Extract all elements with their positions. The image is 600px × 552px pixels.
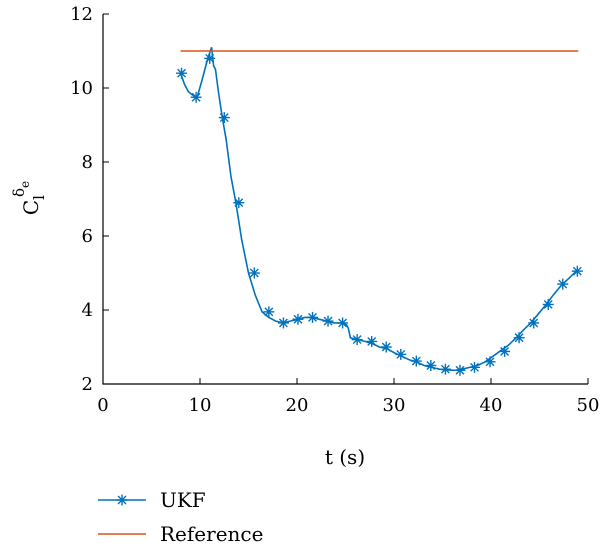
legend-item-reference: Reference [98,522,263,546]
data-point-ukf [439,363,451,375]
data-point-ukf [176,67,188,79]
y-axis-title-sup: δ [10,188,28,197]
y-tick-label: 10 [70,78,93,99]
y-tick-label: 4 [82,300,93,321]
y-axis-title: Clδe [10,181,48,215]
data-point-ukf [307,311,319,323]
y-tick-label: 2 [82,374,93,395]
x-tick-label: 50 [577,395,600,416]
y-axis-title-sup-sub: e [18,181,32,188]
y-tick-label: 12 [70,4,93,25]
data-point-ukf [499,345,511,357]
x-tick-label: 20 [286,395,309,416]
y-axis-title-base: C [19,200,43,215]
data-point-ukf [190,91,202,103]
data-point-ukf [322,315,334,327]
data-point-ukf [380,341,392,353]
data-point-ukf [248,267,260,279]
series-line-ukf [179,47,577,372]
data-point-ukf [425,360,437,371]
legend-label-reference: Reference [160,522,263,546]
legend-item-ukf: UKF [98,488,206,512]
data-point-ukf [351,334,363,346]
data-point-ukf [277,317,289,329]
legend: UKF Reference [98,488,263,546]
y-axis-title-text: Clδe [10,181,48,215]
x-tick-label: 0 [97,395,108,416]
x-ticks: 0 10 20 30 40 50 [97,378,599,416]
data-point-ukf [233,197,245,209]
legend-marker-ukf [116,494,128,506]
legend-label-ukf: UKF [160,488,206,512]
x-tick-label: 10 [189,395,212,416]
x-axis-title: t (s) [325,445,365,469]
data-point-ukf [366,335,378,347]
x-tick-label: 30 [383,395,406,416]
data-point-ukf [263,306,275,318]
data-point-ukf [292,313,304,325]
data-point-ukf [571,265,583,277]
data-point-ukf [469,361,481,373]
x-tick-label: 40 [480,395,503,416]
data-point-ukf [542,298,554,310]
y-tick-label: 8 [82,152,93,173]
y-axis-title-sub: l [30,195,48,200]
data-point-ukf [218,112,230,124]
data-point-ukf [454,364,466,376]
data-point-ukf [204,52,216,64]
data-point-ukf [337,317,349,329]
data-point-ukf [395,348,407,360]
data-point-ukf [528,317,540,329]
axis-frame [102,14,588,385]
plot-area: 0 10 20 30 40 50 2 4 6 8 10 12 [70,4,599,416]
data-point-ukf [484,356,496,368]
y-tick-label: 6 [82,226,93,247]
series-layer [176,47,583,376]
data-point-ukf [410,355,422,367]
y-ticks: 2 4 6 8 10 12 [70,4,109,395]
data-point-ukf [557,278,569,290]
data-point-ukf [513,332,525,344]
